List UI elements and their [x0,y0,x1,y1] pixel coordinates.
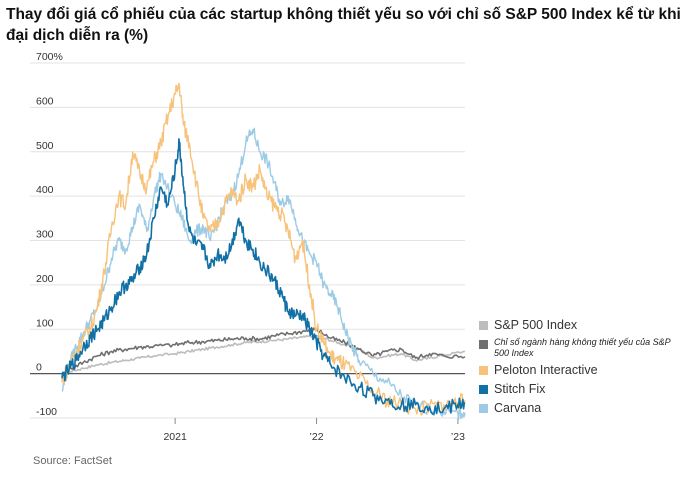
source-note: Source: FactSet [33,455,112,467]
legend-label: Chỉ số ngành hàng không thiết yếu của S&… [494,337,671,358]
legend-item-carvana: Carvana [479,401,684,416]
x-axis-ticks: 2021 ’22 ’23 [163,418,465,443]
legend-label: Peloton Interactive [494,363,598,377]
y-axis-ticks: 700% 600 500 400 300 200 100 0 -100 [36,51,63,418]
y-tick-label: 500 [36,140,54,152]
legend-label: Carvana [494,401,542,415]
legend-swatch [479,385,488,394]
x-tick-label: ’23 [451,431,465,443]
series-lines [61,82,466,420]
legend: S&P 500 Index Chỉ số ngành hàng không thi… [479,318,684,420]
legend-item-peloton: Peloton Interactive [479,363,684,378]
y-tick-label: 100 [36,317,54,329]
series-line-stitchfix [61,138,466,415]
y-tick-label: -100 [36,406,57,418]
legend-label: S&P 500 Index [494,318,578,332]
y-tick-label: 200 [36,273,54,285]
legend-item-sp500: S&P 500 Index [479,318,684,333]
x-tick-label: 2021 [163,431,187,443]
legend-swatch [479,321,488,330]
series-line-peloton [61,82,466,416]
legend-label: Stitch Fix [494,382,546,396]
legend-swatch [479,366,488,375]
series-line-nonessential [61,327,466,380]
legend-item-nonessential: Chỉ số ngành hàng không thiết yếu của S&… [479,337,684,359]
legend-swatch [479,404,488,413]
legend-item-stitchfix: Stitch Fix [479,382,684,397]
chart-title: Thay đổi giá cổ phiếu của các startup kh… [6,6,681,44]
y-tick-label: 600 [36,95,54,107]
y-tick-label: 300 [36,229,54,241]
series-line-sp500 [61,334,466,381]
series-line-carvana [61,127,466,420]
x-tick-label: ’22 [310,431,324,443]
legend-swatch [479,340,488,349]
y-tick-label: 0 [36,362,42,374]
y-tick-label: 700% [36,51,63,63]
y-tick-label: 400 [36,184,54,196]
